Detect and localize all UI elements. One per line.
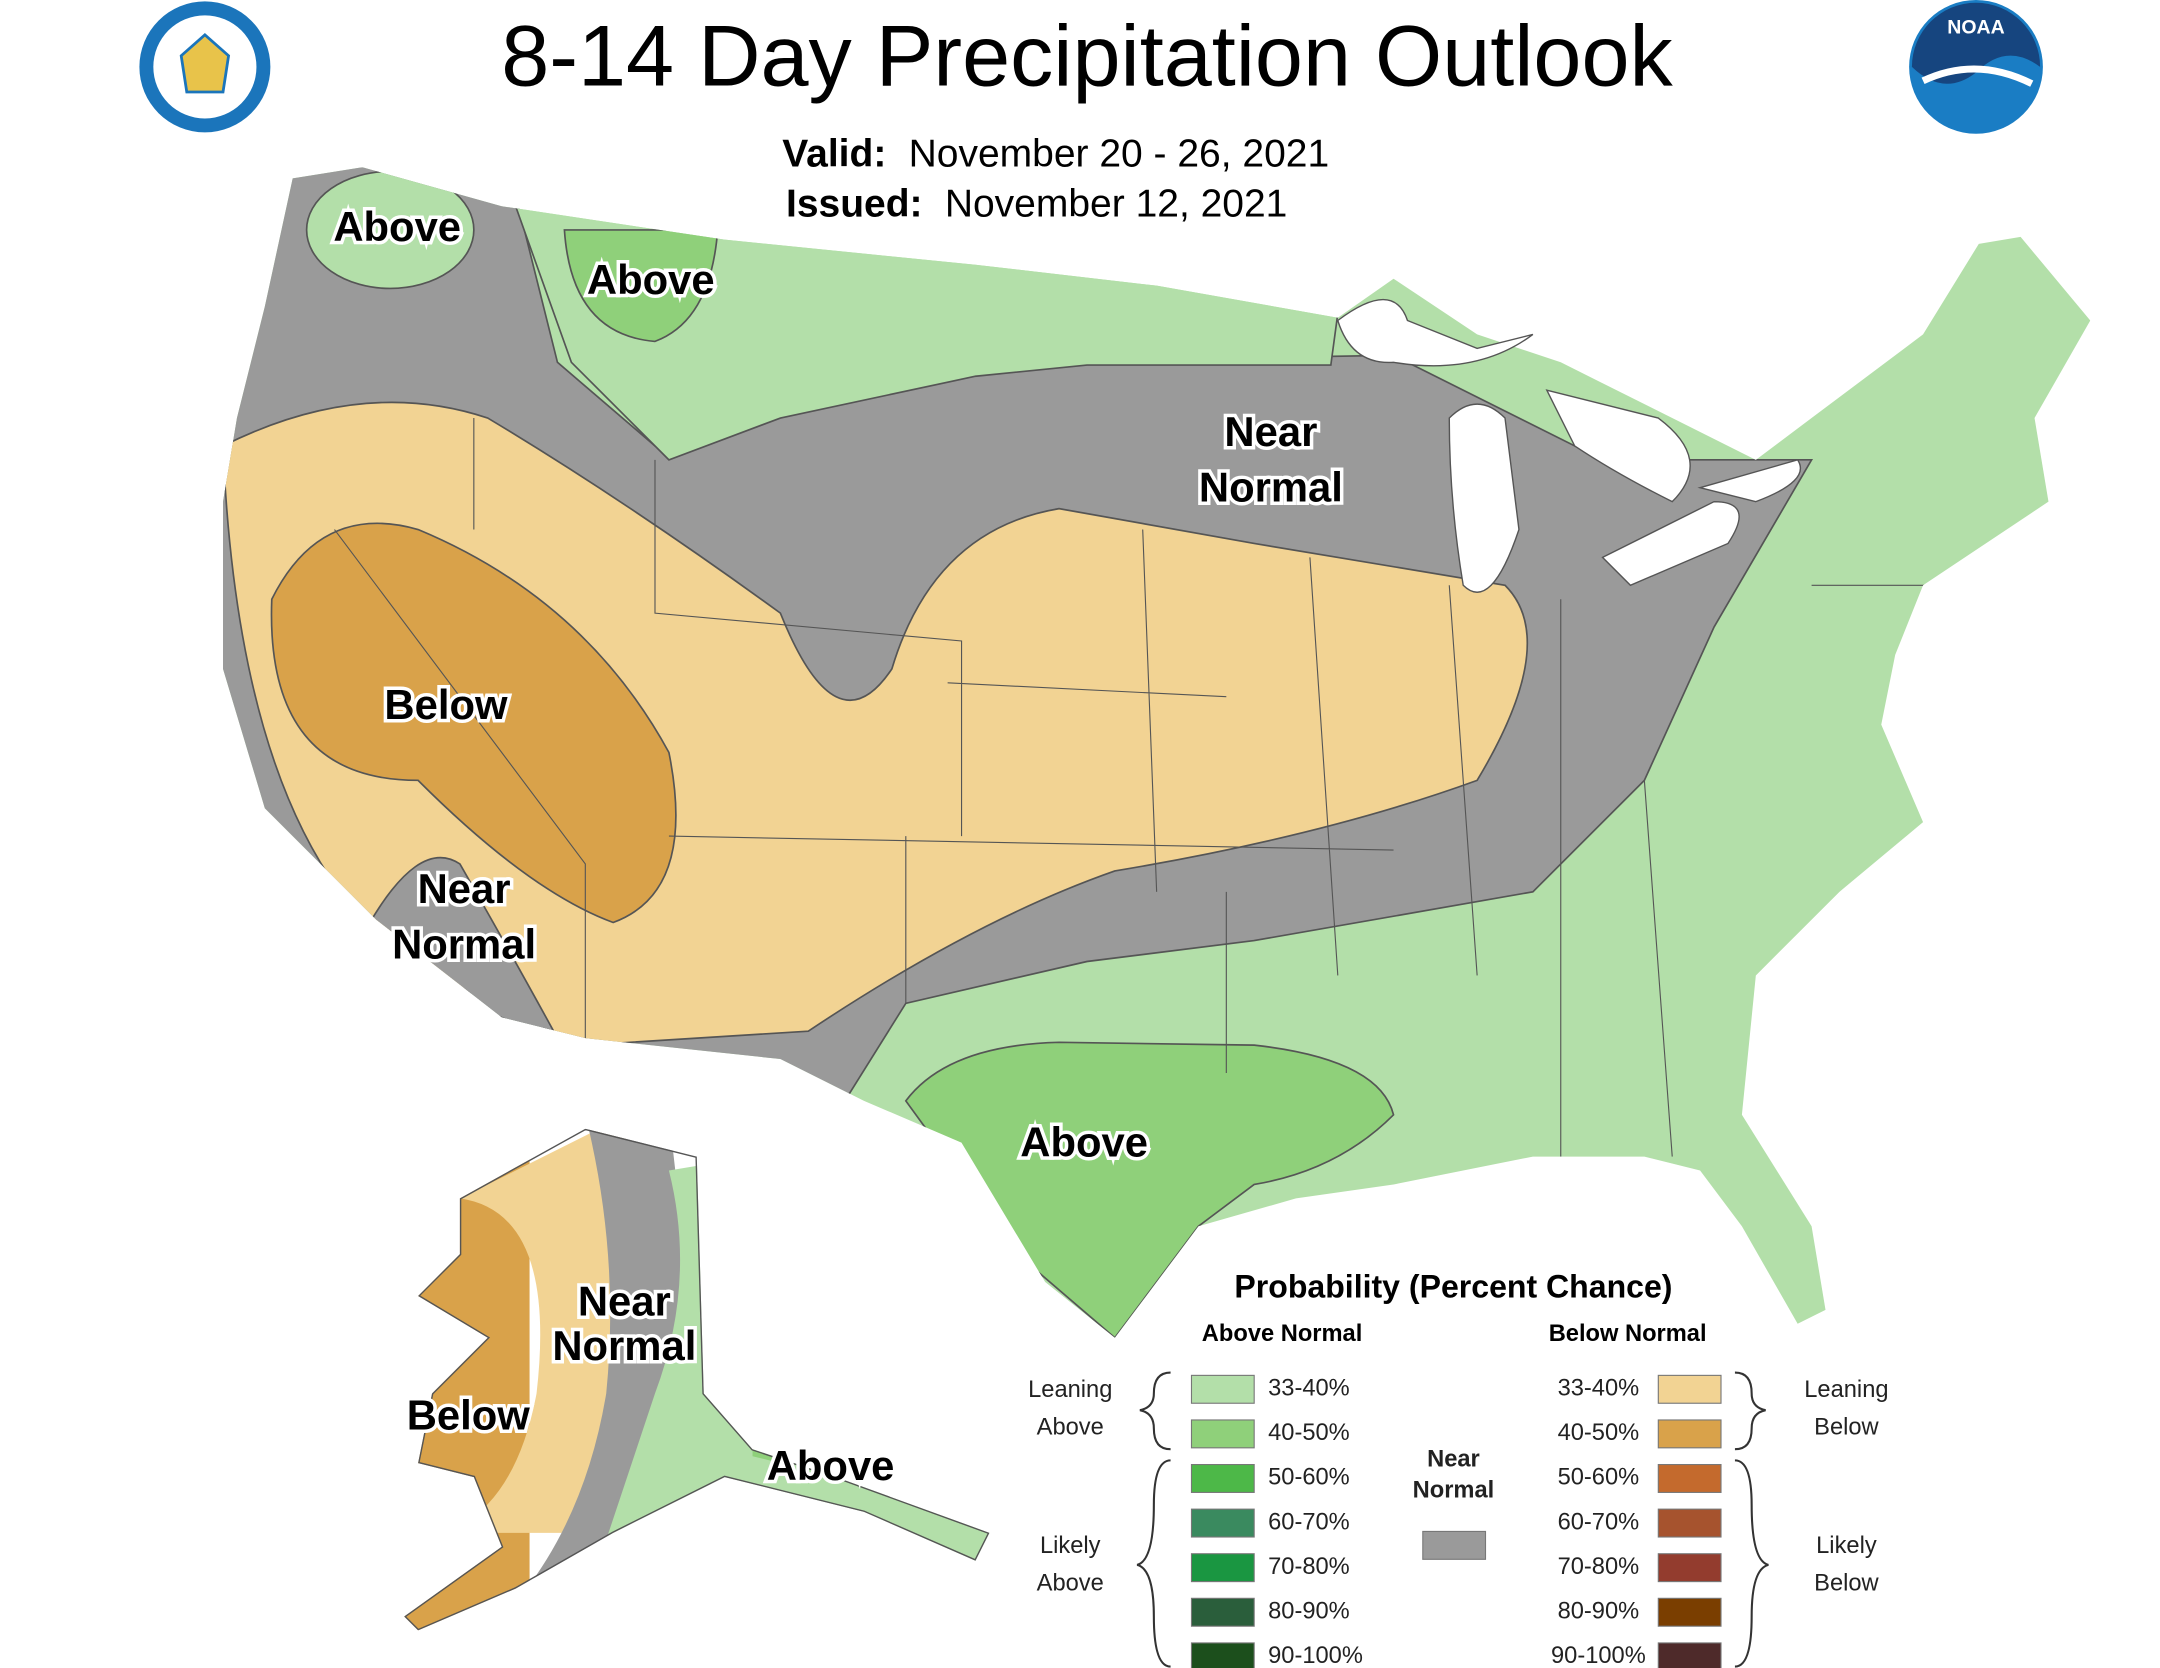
title: 8-14 Day Precipitation Outlook	[501, 9, 1673, 105]
region-label: Below	[407, 1392, 531, 1439]
region-label: Normal	[552, 1322, 696, 1369]
swatch	[1190, 1597, 1255, 1627]
legend-title: Probability (Percent Chance)	[1234, 1268, 1672, 1304]
issued-date: November 12, 2021	[945, 183, 1288, 226]
group-label: Above	[1037, 1571, 1104, 1597]
near-label: Near	[1427, 1447, 1480, 1473]
swatch	[1422, 1530, 1487, 1560]
region-label: Near	[1224, 408, 1317, 455]
braces	[1136, 1371, 1769, 1668]
swatch-label: 90-100%	[1268, 1643, 1363, 1668]
swatch	[1190, 1642, 1255, 1668]
swatch	[1190, 1374, 1255, 1404]
svg-text:NOAA: NOAA	[1947, 16, 2004, 38]
group-label: Likely	[1816, 1533, 1877, 1559]
swatch	[1190, 1553, 1255, 1583]
swatch-label: 60-70%	[1558, 1509, 1640, 1535]
swatch-label: 90-100%	[1551, 1643, 1646, 1668]
swatch	[1657, 1597, 1722, 1627]
noaa-logo: NOAA	[1909, 0, 2043, 134]
swatch	[1190, 1419, 1255, 1449]
region-label: Near	[418, 865, 511, 912]
map-labels: AboveAboveNearNormalBelowNearNormalAbove…	[330, 199, 1347, 1492]
swatch-label: 33-40%	[1558, 1376, 1640, 1402]
group-label: Leaning	[1804, 1377, 1888, 1403]
swatch-label: 40-50%	[1558, 1420, 1640, 1446]
group-label: Below	[1814, 1415, 1879, 1441]
swatch-label: 60-70%	[1268, 1509, 1350, 1535]
region-label: Normal	[392, 921, 536, 968]
region-label: Normal	[1199, 463, 1343, 510]
swatch	[1657, 1419, 1722, 1449]
commerce-logo	[139, 1, 271, 133]
group-label: Likely	[1040, 1533, 1101, 1559]
legend: Probability (Percent Chance) Above Norma…	[1028, 1268, 1889, 1668]
swatch-label: 80-90%	[1558, 1599, 1640, 1625]
swatch	[1657, 1553, 1722, 1583]
swatch	[1657, 1508, 1722, 1538]
group-label: Above	[1037, 1415, 1104, 1441]
swatch-label: 70-80%	[1558, 1554, 1640, 1580]
region-label: Above	[767, 1442, 895, 1489]
region-label: Near	[578, 1277, 671, 1324]
swatch-label: 50-60%	[1558, 1465, 1640, 1491]
great-lakes	[1336, 298, 1802, 593]
group-label: Below	[1814, 1571, 1879, 1597]
swatch	[1657, 1642, 1722, 1668]
near-label: Normal	[1413, 1477, 1495, 1503]
swatch-label: 33-40%	[1268, 1376, 1350, 1402]
swatch	[1657, 1463, 1722, 1493]
valid-dates: November 20 - 26, 2021	[909, 132, 1330, 175]
region-label: Below	[384, 681, 508, 728]
swatch-label: 50-60%	[1268, 1465, 1350, 1491]
conus	[223, 167, 2091, 1338]
state-lines	[334, 418, 1951, 1157]
group-label: Leaning	[1028, 1377, 1112, 1403]
issued-label: Issued:	[786, 183, 923, 226]
swatch	[1190, 1508, 1255, 1538]
above-header: Above Normal	[1202, 1321, 1362, 1347]
swatch	[1657, 1374, 1722, 1404]
swatch-label: 40-50%	[1268, 1420, 1350, 1446]
region-label: Above	[1020, 1118, 1148, 1165]
below-header: Below Normal	[1549, 1321, 1707, 1347]
swatch-label: 80-90%	[1268, 1599, 1350, 1625]
region-label: Above	[587, 256, 715, 303]
valid-label: Valid:	[782, 132, 886, 175]
region-label: Above	[333, 203, 461, 250]
swatch-label: 70-80%	[1268, 1554, 1350, 1580]
swatch	[1190, 1463, 1255, 1493]
